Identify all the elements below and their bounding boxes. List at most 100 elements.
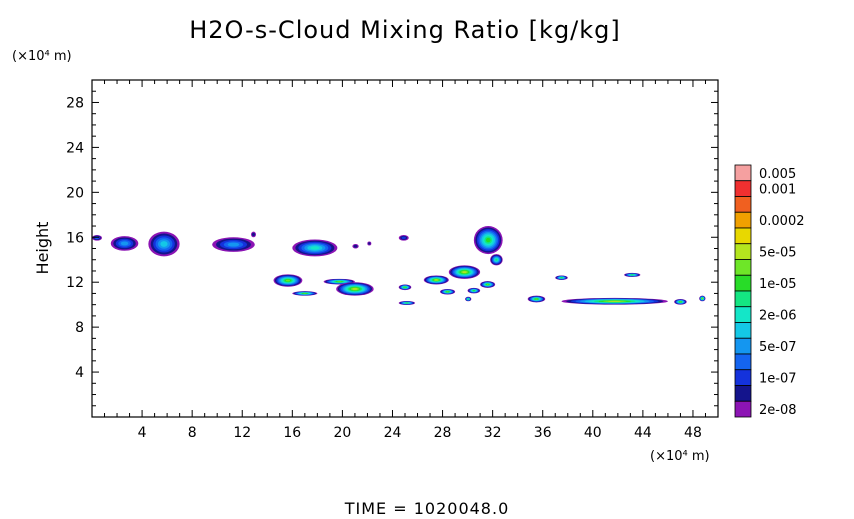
cloud-patch xyxy=(674,299,687,305)
y-tick-label: 28 xyxy=(66,95,84,111)
colorbar-swatch xyxy=(734,243,752,260)
cloud-contour xyxy=(630,274,634,276)
cloud-contour xyxy=(368,242,371,245)
colorbar-label: 0.001 xyxy=(759,183,796,198)
cloud-field xyxy=(92,226,706,305)
x-tick-label: 20 xyxy=(333,425,351,441)
x-axis-unit: (×10⁴ m) xyxy=(650,449,710,464)
cloud-patch xyxy=(398,235,409,241)
cloud-patch xyxy=(480,281,496,288)
time-footer: TIME = 1020048.0 xyxy=(344,499,510,518)
cloud-contour xyxy=(486,283,489,285)
y-tick-label: 16 xyxy=(66,230,84,246)
colorbar-label: 1e-07 xyxy=(759,372,797,387)
cloud-patch xyxy=(273,274,303,287)
cloud-contour xyxy=(607,300,622,302)
colorbar-swatch xyxy=(734,211,752,229)
cloud-patch xyxy=(292,291,318,296)
plot-frame xyxy=(91,79,719,418)
cloud-contour xyxy=(495,258,498,261)
cloud-patch xyxy=(336,282,374,296)
cloud-contour xyxy=(160,241,168,247)
cloud-contour xyxy=(120,241,129,246)
colorbar-swatch xyxy=(734,259,752,276)
cloud-patch xyxy=(212,237,255,252)
cloud-contour xyxy=(310,246,320,250)
cloud-patch xyxy=(110,236,139,251)
x-tick-label: 40 xyxy=(584,425,602,441)
cloud-contour xyxy=(404,286,406,288)
cloud-patch xyxy=(440,288,456,295)
cloud-contour xyxy=(353,244,358,248)
cloud-patch xyxy=(292,239,338,257)
cloud-patch xyxy=(624,272,641,277)
x-tick-labels: 4 8 12 16 20 24 28 32 36 40 44 48 xyxy=(138,425,702,441)
cloud-patch xyxy=(148,231,180,257)
x-tick-label: 28 xyxy=(434,425,452,441)
colorbar-swatch xyxy=(734,290,752,308)
x-tick-label: 4 xyxy=(138,425,147,441)
colorbar-label: 1e-05 xyxy=(759,277,797,292)
colorbar-label: 0.005 xyxy=(759,167,796,182)
cloud-patch xyxy=(527,295,546,303)
cloud-patch xyxy=(251,231,257,238)
y-axis-unit: (×10⁴ m) xyxy=(12,49,72,64)
x-tick-label: 24 xyxy=(384,425,402,441)
cloud-contour xyxy=(252,232,256,237)
cloud-contour xyxy=(560,277,563,279)
colorbar-label: 0.0002 xyxy=(759,214,805,229)
chart-title: H2O-s-Cloud Mixing Ratio [kg/kg] xyxy=(189,16,621,44)
cloud-patch xyxy=(473,226,503,255)
x-tick-label: 44 xyxy=(634,425,652,441)
cloud-contour xyxy=(227,242,240,247)
cloud-patch xyxy=(92,235,103,241)
colorbar-swatch xyxy=(734,196,752,213)
cloud-contour xyxy=(285,279,290,282)
cloud-contour xyxy=(472,290,475,292)
cloud-patch xyxy=(367,241,372,246)
cloud-patch xyxy=(467,287,481,294)
colorbar-label: 5e-05 xyxy=(759,246,797,261)
y-tick-label: 12 xyxy=(66,275,84,291)
cloud-contour xyxy=(405,302,409,304)
cloud-contour xyxy=(535,298,538,300)
cloud-contour xyxy=(485,237,491,243)
colorbar-swatch xyxy=(734,369,752,386)
colorbar-swatch xyxy=(734,385,752,402)
y-tick-label: 4 xyxy=(75,365,84,381)
cloud-contour xyxy=(337,281,342,283)
cloud-contour xyxy=(352,288,358,290)
y-tick-labels: 4 8 12 16 20 24 28 xyxy=(66,95,84,381)
colorbar-swatch xyxy=(734,400,752,418)
y-tick-label: 20 xyxy=(66,185,84,201)
colorbar-swatch xyxy=(734,164,752,182)
colorbar-label: 2e-08 xyxy=(759,403,797,418)
x-tick-label: 32 xyxy=(484,425,502,441)
colorbar-swatch xyxy=(734,227,752,245)
cloud-patch xyxy=(423,275,449,285)
cloud-contour xyxy=(434,279,438,281)
colorbar-swatch xyxy=(734,353,752,371)
cloud-patch xyxy=(352,244,359,249)
cloud-patch xyxy=(699,295,706,302)
colorbar-label: 2e-06 xyxy=(759,309,797,324)
y-axis-label: Height xyxy=(33,222,52,275)
axis-ticks xyxy=(92,80,718,417)
colorbar-swatch xyxy=(734,306,752,323)
cloud-contour xyxy=(303,293,307,294)
colorbar-swatch xyxy=(734,180,752,197)
cloud-contour xyxy=(462,271,467,273)
colorbar-swatch xyxy=(734,322,752,339)
cloud-contour xyxy=(467,298,469,300)
x-tick-label: 36 xyxy=(534,425,552,441)
y-tick-label: 24 xyxy=(66,140,84,156)
x-tick-label: 16 xyxy=(283,425,301,441)
cloud-patch xyxy=(448,265,481,279)
colorbar-label: 5e-07 xyxy=(759,340,797,355)
colorbar-swatch xyxy=(734,274,752,292)
cloud-patch xyxy=(561,297,668,305)
cloud-contour xyxy=(679,301,682,303)
cloud-contour xyxy=(701,298,703,299)
